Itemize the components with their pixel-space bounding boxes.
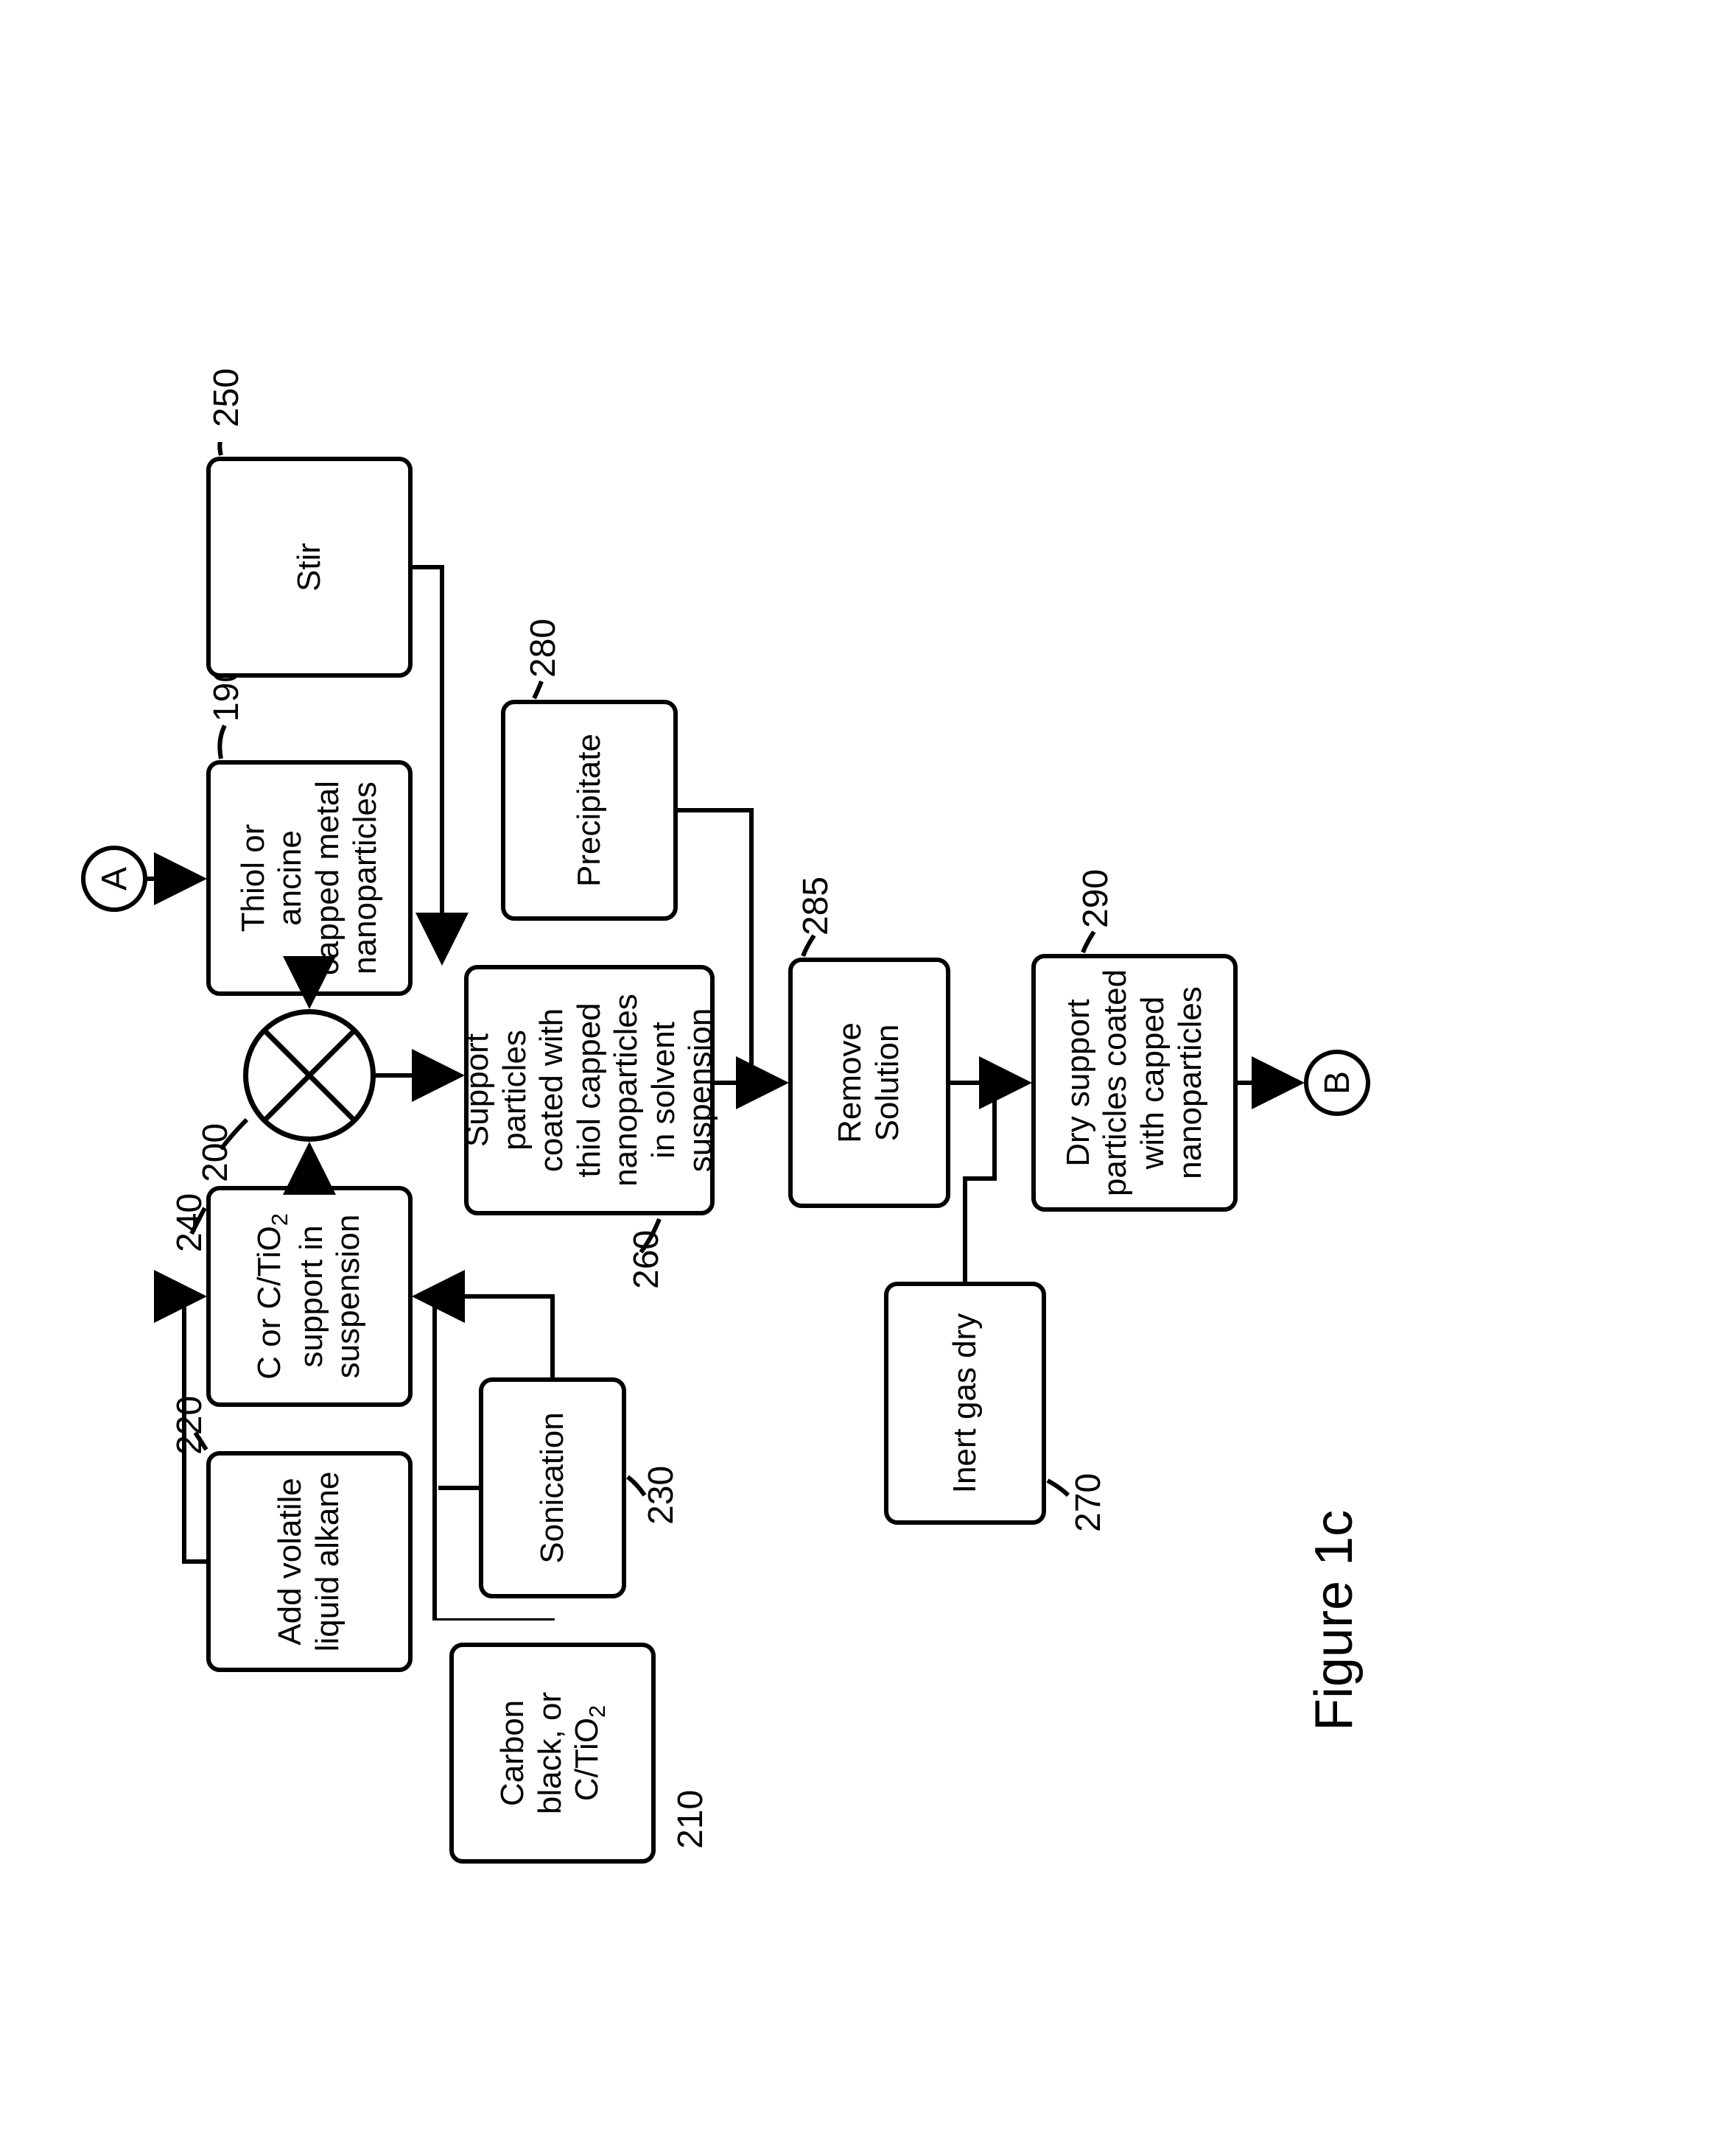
node-210-text: Carbon black, or C/TiO2 <box>494 1656 610 1850</box>
ref-230: 230 <box>641 1466 681 1525</box>
ref-280: 280 <box>523 619 564 678</box>
page: A Thiol or ancine capped metal nanoparti… <box>0 0 1715 2156</box>
node-290-text: Dry support particles coated with capped… <box>1060 967 1209 1198</box>
connector-a-label: A <box>94 867 135 891</box>
node-280: Precipitate <box>501 700 678 921</box>
connector-a: A <box>81 846 147 912</box>
node-220-text: Add volatile liquid alkane <box>272 1464 346 1659</box>
ref-200: 200 <box>195 1123 236 1182</box>
node-280-text: Precipitate <box>571 734 609 887</box>
node-190: Thiol or ancine capped metal nanoparticl… <box>206 760 413 996</box>
node-190-text: Thiol or ancine capped metal nanoparticl… <box>235 773 384 983</box>
ref-285: 285 <box>796 877 836 935</box>
node-230: Sonication <box>479 1377 626 1598</box>
node-285-text: Remove Solution <box>832 971 906 1195</box>
node-250: Stir <box>206 457 413 678</box>
ref-290: 290 <box>1076 869 1116 928</box>
node-260: Support particles coated with thiol capp… <box>464 965 715 1215</box>
node-230-text: Sonication <box>534 1412 572 1563</box>
ref-220: 220 <box>169 1396 210 1455</box>
ref-250: 250 <box>206 368 247 427</box>
ref-260: 260 <box>626 1230 667 1289</box>
node-285: Remove Solution <box>788 958 950 1208</box>
node-270-text: Inert gas dry <box>947 1313 984 1494</box>
connector-b-label: B <box>1317 1071 1358 1095</box>
mixer-node <box>243 1009 376 1142</box>
node-250-text: Stir <box>291 543 329 591</box>
node-210: Carbon black, or C/TiO2 <box>449 1643 656 1864</box>
node-290: Dry support particles coated with capped… <box>1031 954 1238 1212</box>
node-240-text: C or C/TiO2 support in suspension <box>251 1199 367 1394</box>
flowchart-diagram: A Thiol or ancine capped metal nanoparti… <box>111 442 1584 1620</box>
ref-240: 240 <box>169 1193 210 1252</box>
figure-caption: Figure 1c <box>1304 1510 1364 1731</box>
ref-210: 210 <box>670 1790 711 1849</box>
node-220: Add volatile liquid alkane <box>206 1451 413 1672</box>
node-270: Inert gas dry <box>884 1282 1046 1525</box>
ref-270: 270 <box>1068 1473 1109 1532</box>
node-240: C or C/TiO2 support in suspension <box>206 1186 413 1407</box>
node-260-text: Support particles coated with thiol capp… <box>459 978 720 1202</box>
connector-b: B <box>1304 1050 1370 1116</box>
